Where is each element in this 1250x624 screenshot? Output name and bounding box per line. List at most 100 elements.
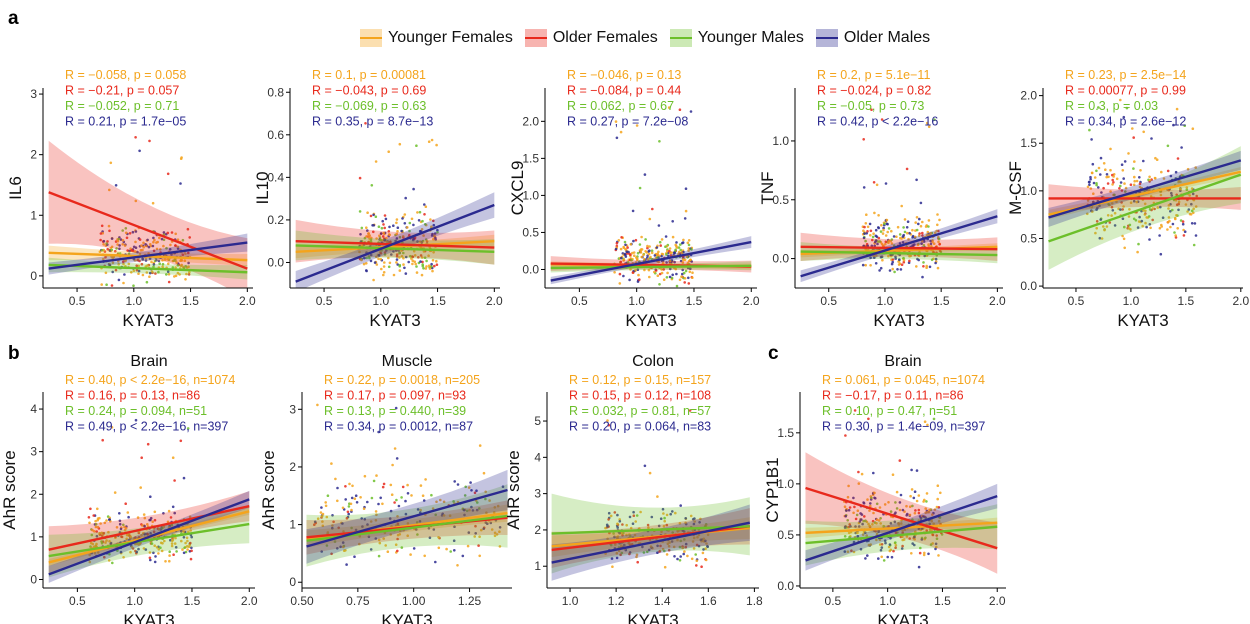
scatter-point [900,522,903,525]
scatter-point [927,225,930,228]
scatter-point [888,543,892,546]
scatter-point [381,485,385,489]
scatter-point [406,226,409,229]
scatter-point [872,511,875,515]
scatter-point [643,268,646,272]
scatter-point [1167,204,1171,207]
scatter-point [877,214,880,217]
scatter-point [691,540,695,543]
scatter-point [99,522,102,525]
plot-area [48,418,250,583]
scatter-point [1128,208,1131,211]
scatter-point [167,273,171,276]
scatter-point [1132,183,1136,187]
scatter-point [123,273,126,276]
scatter-point [901,235,905,238]
scatter-point [422,267,425,270]
scatter-point [415,271,419,274]
scatter-point [381,235,385,238]
scatter-point [463,494,467,497]
scatter-point [1113,224,1117,227]
scatter-point [363,474,367,478]
scatter-point [934,257,938,261]
x-tick-label: 1.5 [182,294,199,308]
scatter-point [902,226,905,229]
scatter-point [935,505,939,509]
scatter-point [844,434,847,437]
scatter-point [149,243,152,246]
scatter-point [153,510,157,514]
scatter-point [401,217,404,220]
scatter-point [398,142,402,146]
x-tick-label: 1.25 [458,594,482,608]
scatter-point [382,265,386,268]
stat-annotation: R = 0.35, p = 8.7e−13 [312,115,433,129]
scatter-point [1131,127,1134,130]
scatter-point [187,251,190,255]
scatter-point [643,464,647,468]
scatter-point [152,240,155,244]
scatter-point [350,526,353,530]
scatter-point [1171,208,1174,212]
stat-annotation: R = 0.13, p = 0.440, n=39 [324,404,466,418]
scatter-point [350,508,353,512]
scatter-point [638,243,642,246]
scatter-point [1104,168,1107,171]
scatter-point [614,247,618,251]
scatter-point [936,266,940,270]
scatter-point [905,167,909,171]
chart-title: Brain [884,353,921,370]
scatter-point [646,244,649,248]
scatter-point [117,237,121,241]
scatter-point [117,278,121,282]
scatter-point [344,498,348,501]
panel-letter-c: c [768,343,779,364]
stat-annotation: R = 0.061, p = 0.045, n=1074 [822,373,985,387]
scatter-point [413,260,417,264]
scatter-point [415,521,419,524]
scatter-point [629,253,632,256]
scatter-point [1186,210,1189,213]
scatter-point [1121,234,1124,238]
scatter-point [1173,231,1176,234]
scatter-point [389,483,393,487]
scatter-point [1122,177,1125,180]
y-axis-label: CXCL9 [508,161,527,216]
scatter-point [161,259,164,262]
scatter-point [929,242,933,246]
scatter-point [403,213,407,216]
scatter-point [456,564,459,567]
scatter-point [1182,228,1185,232]
x-tick-label: 2.0 [1232,294,1249,308]
scatter-point [118,512,121,515]
scatter-point [170,253,173,256]
scatter-point [420,273,424,277]
scatter-point [665,523,669,527]
y-tick-label: 0.0 [772,252,789,266]
fit-line-3 [306,488,508,548]
scatter-point [1138,176,1141,179]
scatter-point [1107,203,1110,206]
scatter-point [1162,177,1166,180]
scatter-point [403,266,406,270]
scatter-point [1194,205,1198,208]
scatter-point [646,246,649,250]
scatter-point [384,217,388,221]
scatter-point [185,545,189,548]
scatter-point [657,250,660,254]
scatter-point [925,492,929,495]
scatter-point [1179,187,1182,191]
scatter-point [424,267,428,270]
scatter-point [423,203,426,206]
scatter-point [646,258,650,261]
ci-band-3 [295,192,495,288]
scatter-point [1119,98,1122,102]
scatter-point [1113,193,1116,197]
scatter-point [333,540,337,543]
scatter-point [684,542,688,546]
scatter-point [1122,237,1126,241]
scatter-point [349,502,353,506]
scatter-point [403,222,407,225]
scatter-point [1098,204,1101,208]
